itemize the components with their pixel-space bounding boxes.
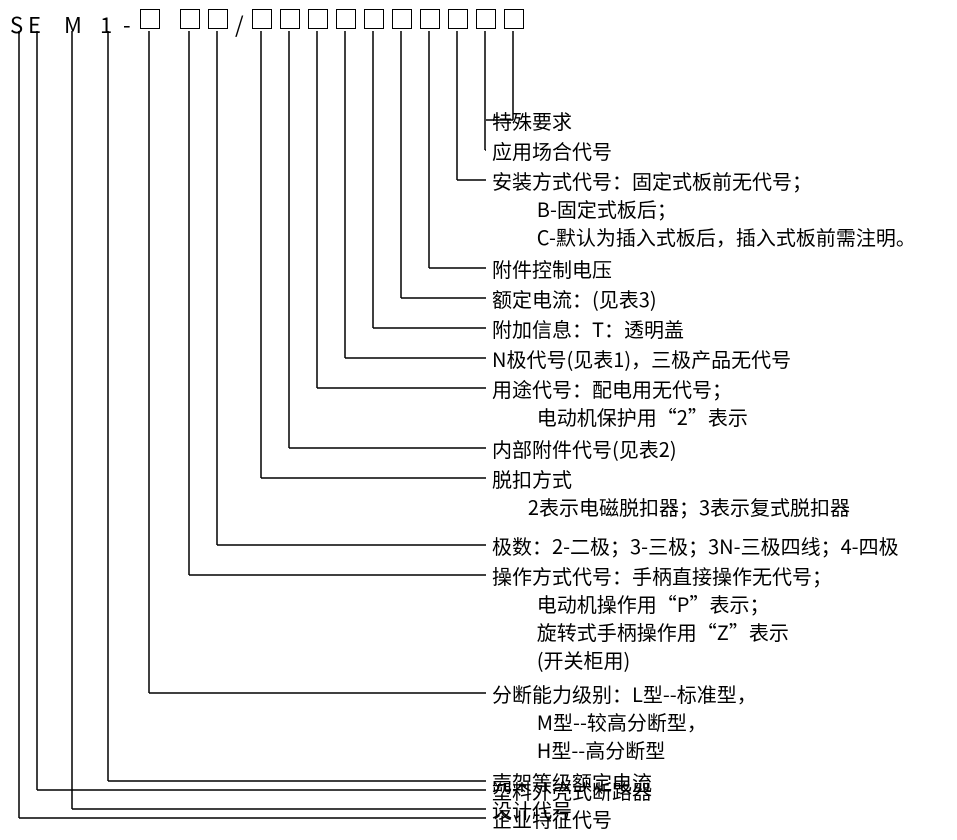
label-c16: 特殊要求 <box>492 107 572 135</box>
label-c5: 操作方式代号：手柄直接操作无代号； 电动机操作用“P”表示； 旋转式手柄操作用“… <box>492 562 832 674</box>
model-code-diagram: S E M 1 - / 特殊要求应用场合代号安装方式代号：固定式板前无代号； B… <box>0 0 957 840</box>
label-c4: 分断能力级别：L型--标准型， M型--较高分断型， H型--高分断型 <box>492 680 757 764</box>
label-c11: 附加信息：T：透明盖 <box>492 315 684 343</box>
connector-lines <box>0 0 957 840</box>
label-c6: 极数：2-二极；3-三极；3N-三极四线；4-四极 <box>492 532 899 560</box>
label-c12: 额定电流：(见表3) <box>492 285 657 313</box>
label-c9: 用途代号：配电用无代号； 电动机保护用“2”表示 <box>492 375 748 431</box>
label-c15: 应用场合代号 <box>492 137 612 165</box>
label-c14: 安装方式代号：固定式板前无代号； B-固定式板后； C-默认为插入式板后，插入式… <box>492 167 916 251</box>
label-c13: 附件控制电压 <box>492 255 612 283</box>
label-c1-a: 塑料外壳式断路器 <box>492 777 652 805</box>
label-c10: N极代号(见表1)，三极产品无代号 <box>492 345 791 373</box>
label-c8: 内部附件代号(见表2) <box>492 435 677 463</box>
label-c1-b: 企业特征代号 <box>492 805 612 833</box>
label-c7: 脱扣方式 2表示电磁脱扣器；3表示复式脱扣器 <box>492 465 850 521</box>
